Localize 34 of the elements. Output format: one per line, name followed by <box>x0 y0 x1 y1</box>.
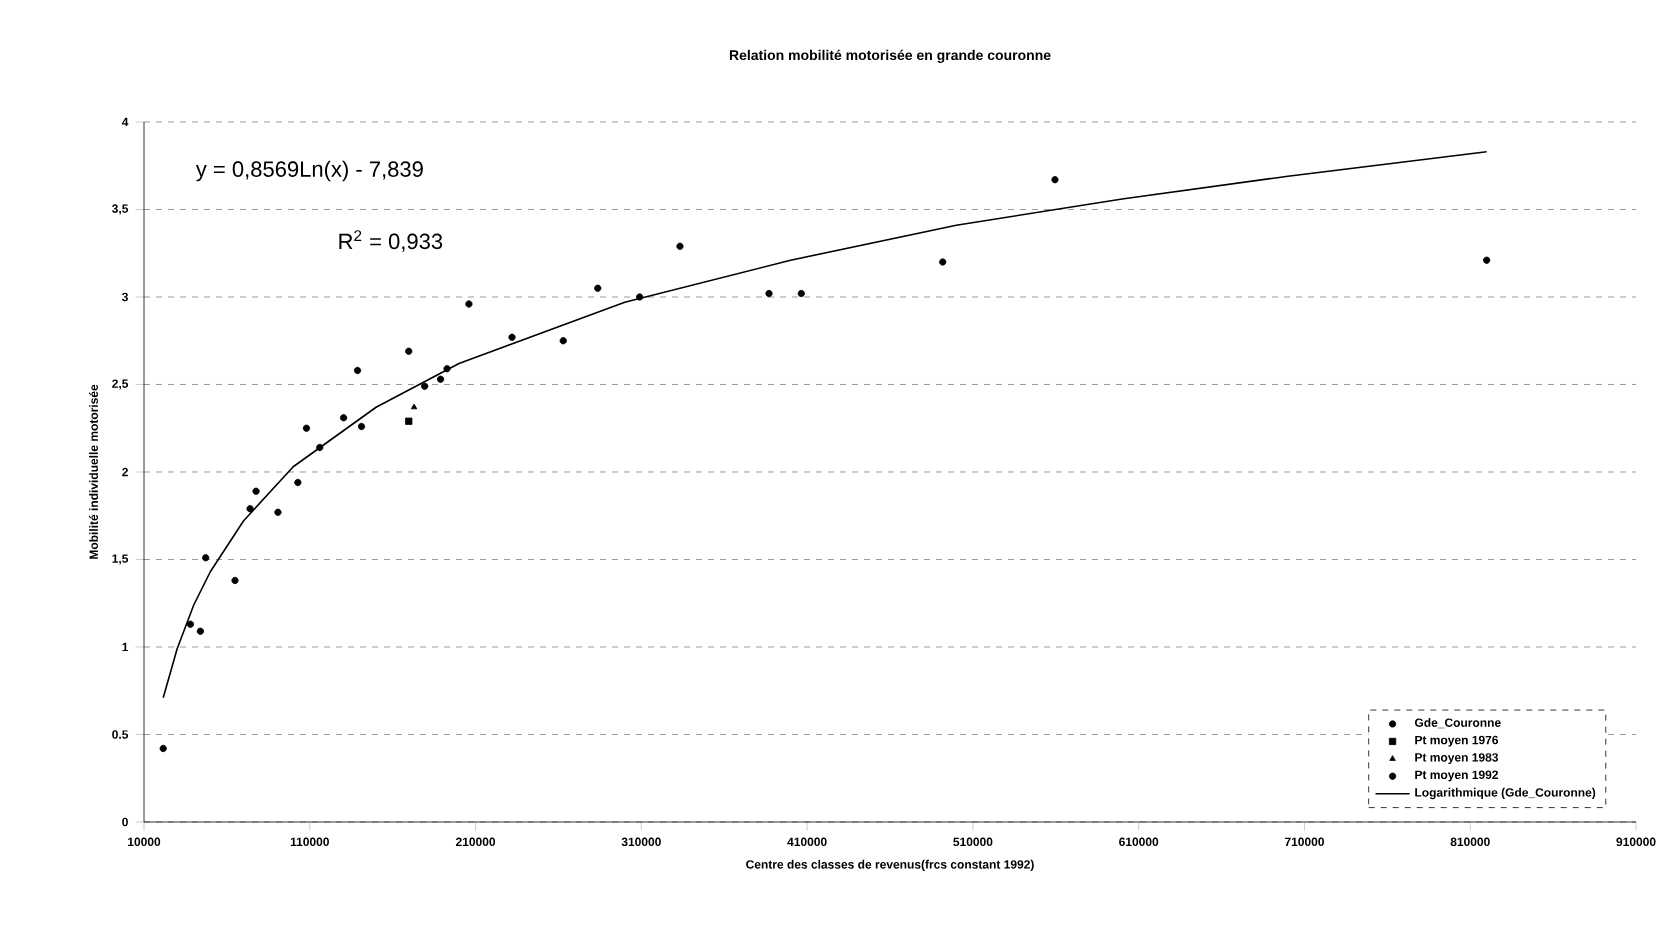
point <box>443 365 451 373</box>
point <box>508 333 516 341</box>
point <box>410 403 418 410</box>
point <box>1051 176 1059 184</box>
point <box>465 300 473 308</box>
point <box>765 289 773 298</box>
annotation: R$^{2}$ = 0,933 <box>339 230 443 252</box>
point <box>231 576 239 585</box>
point <box>274 508 282 516</box>
annotation: y = 0,8569Ln(x) - 7,839 <box>195 160 423 182</box>
point <box>357 422 366 431</box>
point <box>340 414 348 422</box>
point <box>421 382 429 390</box>
point <box>186 620 195 628</box>
point <box>159 744 167 753</box>
point <box>302 424 311 432</box>
point <box>939 258 947 266</box>
point <box>252 487 260 495</box>
point <box>246 505 254 513</box>
point <box>676 242 684 250</box>
point <box>797 289 805 298</box>
line-series <box>162 150 1488 699</box>
point <box>559 337 567 345</box>
point <box>202 554 210 562</box>
point <box>196 627 204 635</box>
point <box>405 347 413 355</box>
point <box>405 417 413 425</box>
point <box>316 443 324 452</box>
point <box>636 293 644 301</box>
point <box>594 284 602 292</box>
point <box>294 478 302 487</box>
point <box>436 375 445 383</box>
point <box>1483 256 1491 264</box>
point <box>353 366 362 375</box>
